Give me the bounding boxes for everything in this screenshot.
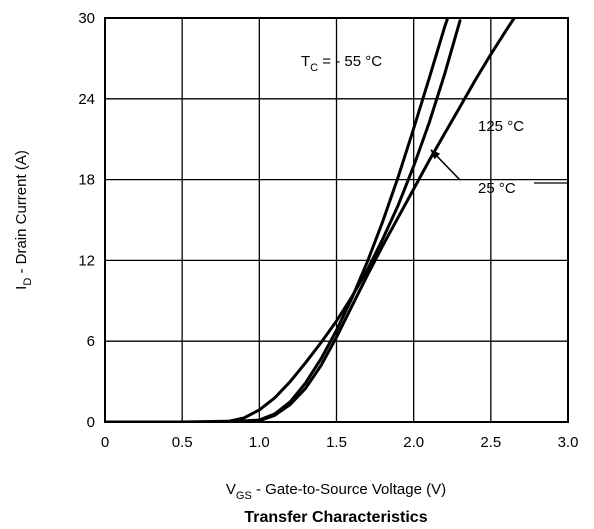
y-tick-label: 18 (78, 172, 95, 189)
label-125c: 125 °C (478, 118, 524, 135)
series-line-0 (105, 19, 462, 422)
x-tick-label: 3.0 (558, 434, 579, 451)
y-tick-labels: 0 6 12 18 24 30 (78, 10, 95, 431)
x-tick-label: 2.0 (403, 434, 424, 451)
y-axis-label: ID - Drain Current (A) (13, 150, 34, 290)
series-line-2 (105, 18, 517, 422)
x-tick-label: 0 (101, 434, 109, 451)
plot-frame (104, 17, 569, 423)
tc-annotation: TC = - 55 °C (301, 53, 382, 74)
y-tick-label: 24 (78, 91, 95, 108)
grid-lines (105, 18, 568, 422)
label-25c: 25 °C (478, 180, 516, 197)
x-tick-label: 2.5 (480, 434, 501, 451)
annotation-arrow (430, 149, 461, 181)
x-tick-label: 1.5 (326, 434, 347, 451)
x-axis-label: VGS - Gate-to-Source Voltage (V) (226, 481, 446, 502)
y-tick-label: 12 (78, 252, 95, 269)
x-tick-label: 1.0 (249, 434, 270, 451)
data-curves (105, 18, 517, 422)
y-tick-label: 30 (78, 10, 95, 27)
y-tick-label: 6 (87, 333, 95, 350)
x-tick-label: 0.5 (172, 434, 193, 451)
x-tick-labels: 0 0.5 1.0 1.5 2.0 2.5 3.0 (101, 434, 579, 451)
chart-title: Transfer Characteristics (244, 509, 427, 526)
y-tick-label: 0 (87, 414, 95, 431)
